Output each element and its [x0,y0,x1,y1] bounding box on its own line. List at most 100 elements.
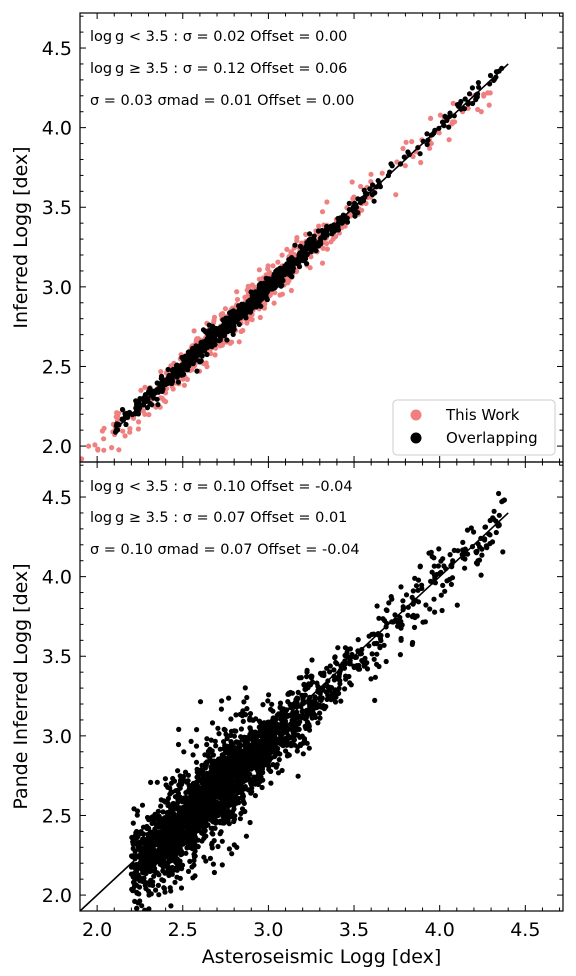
overlapping-point [165,366,171,373]
overlapping-point [329,231,335,237]
overlapping-point [277,265,283,271]
this-work-point [80,456,85,462]
overlapping-point [371,198,377,204]
pande-point [270,708,276,714]
overlapping-point [255,300,262,306]
overlapping-point [364,191,370,197]
pande-point [149,852,155,859]
pande-point [151,873,157,879]
pande-point [289,690,295,696]
pande-point [482,536,488,542]
pande-point [413,583,420,589]
pande-point [366,633,372,639]
pande-point [162,844,168,851]
pande-point [215,843,221,850]
overlapping-point [147,400,153,407]
pande-point [231,806,237,812]
this-work-point [465,105,471,111]
pande-point [183,850,189,856]
overlapping-point [154,396,160,402]
pande-point [242,749,248,755]
pande-point [376,615,382,621]
pande-point [169,834,175,840]
pande-point [164,814,170,820]
pande-point [272,721,278,727]
pande-point [204,741,210,748]
pande-point [234,844,240,850]
pande-point [189,846,196,852]
pande-point [203,795,209,802]
pande-point [295,773,301,779]
pande-point [381,642,387,648]
pande-point [156,859,162,865]
pande-point [243,833,249,839]
pande-point [372,674,378,680]
pande-point [257,733,263,739]
pande-point [256,718,263,724]
pande-point [309,657,315,663]
pande-point [223,813,229,820]
pande-point [477,544,483,550]
top-one-to-one-line [113,63,509,431]
pande-point [487,517,493,524]
pande-point [189,827,195,833]
pande-point [142,907,148,911]
pande-point [211,869,217,876]
pande-point [454,602,460,608]
pande-point [208,807,214,814]
overlapping-point [487,72,494,79]
pande-point [150,867,156,873]
pande-point [231,728,237,734]
pande-point [131,915,136,920]
this-work-point [319,260,326,266]
this-work-point [193,337,199,343]
pande-point [175,741,182,748]
pande-point [133,882,139,888]
pande-point [188,785,194,791]
pande-point [146,831,152,838]
top-y-axis-label: Inferred Logg [dex] [10,146,32,328]
top-annotation-low: log g < 3.5 : σ = 0.02 Offset = 0.00 [90,29,347,45]
overlapping-point [292,242,298,248]
overlapping-point [259,296,265,302]
pande-point [491,508,497,514]
overlapping-point [278,279,284,285]
pande-point [223,731,229,737]
this-work-point [99,428,105,434]
this-work-point [135,426,141,432]
pande-point [301,738,308,744]
pande-point [313,701,320,707]
pande-point [239,806,246,812]
pande-point [255,760,261,767]
overlapping-point [146,389,152,395]
pande-point [172,879,178,885]
pande-point [321,670,327,676]
x-tick-label: 4.0 [425,919,455,941]
this-work-point [428,115,434,121]
pande-point [297,734,303,740]
pande-point [186,816,192,822]
pande-point [325,693,331,699]
pande-point [243,738,249,744]
pande-point [231,733,237,739]
this-work-point [219,342,225,348]
top-panel: 2.0 2.5 3.0 3.5 4.0 4.5 Inferred Logg [dex] l… [10,12,564,471]
pande-point [483,543,489,549]
pande-point [222,742,228,748]
overlapping-point [470,100,476,107]
pande-point [496,512,502,518]
this-work-point [82,466,87,471]
pande-point [199,824,205,830]
pande-point [189,834,195,840]
overlapping-point [231,311,237,318]
pande-point [197,699,204,705]
pande-point [221,796,227,802]
overlapping-point [405,149,411,155]
pande-point [479,552,485,558]
pande-point [192,812,198,818]
pande-point [269,701,275,707]
overlapping-point [256,282,263,288]
pande-point [249,789,255,795]
pande-point [228,741,234,748]
pande-point [427,606,433,612]
